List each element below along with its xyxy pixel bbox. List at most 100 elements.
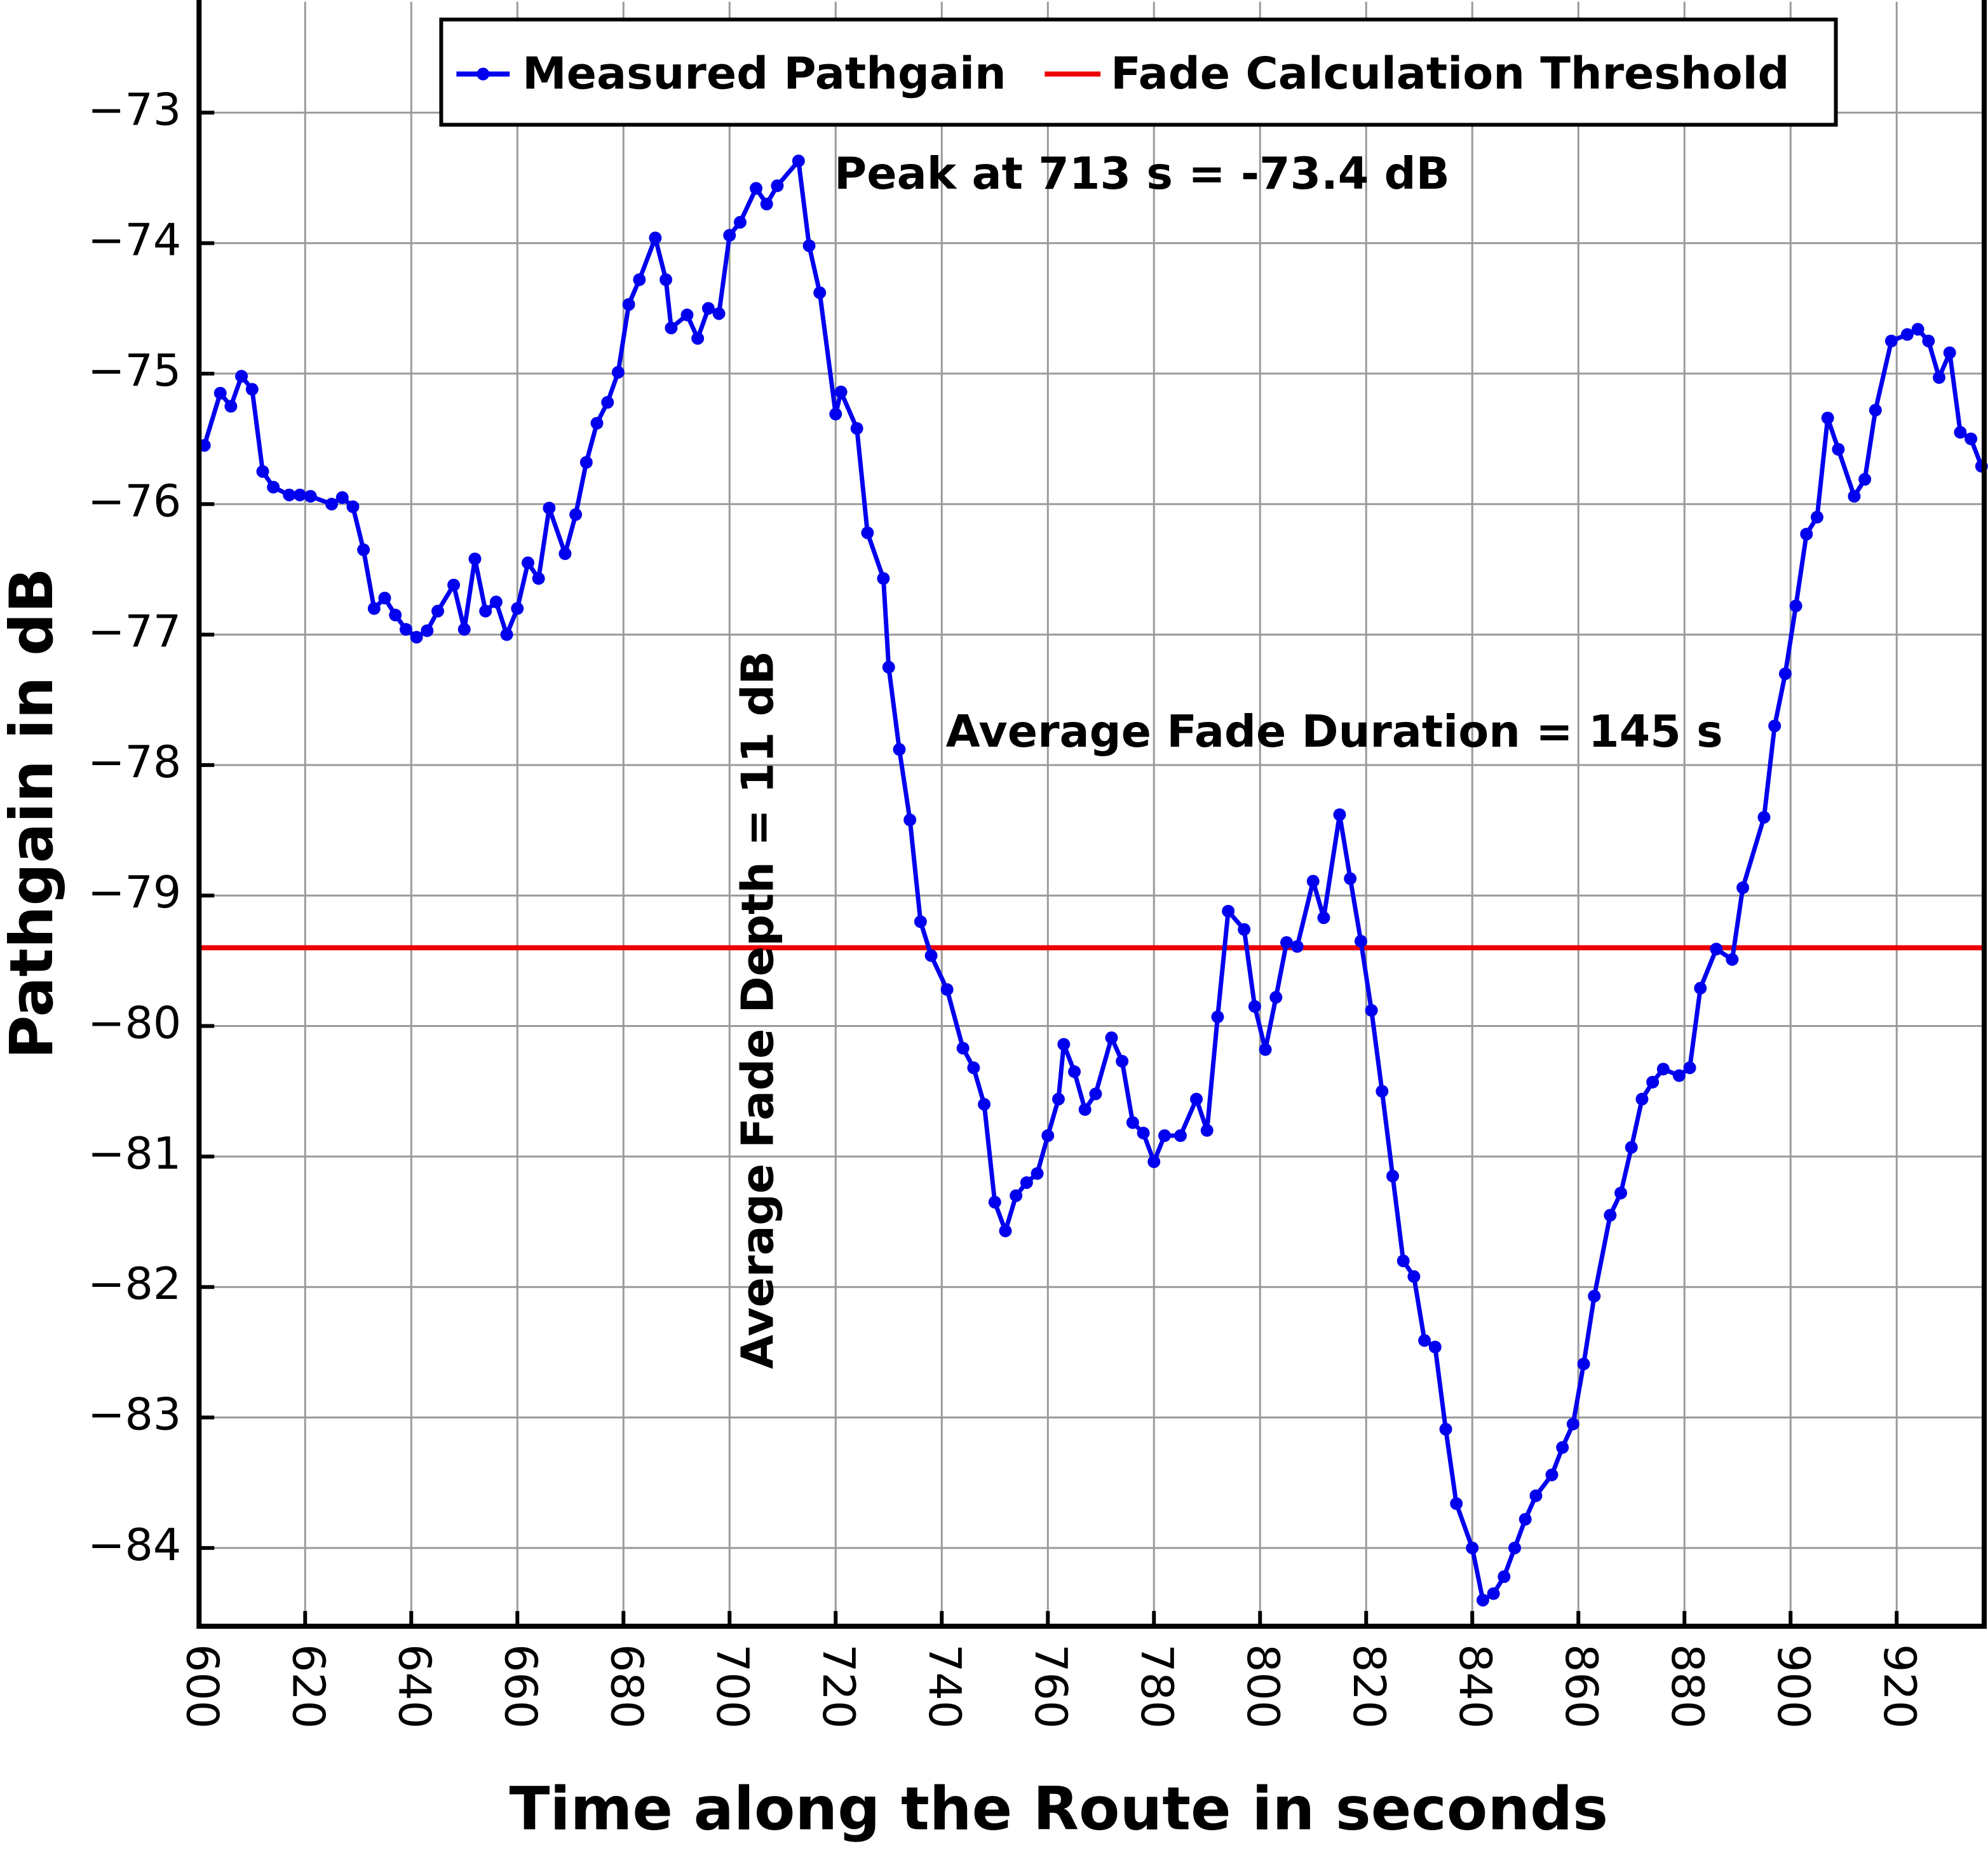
data-point [1466,1541,1479,1554]
data-point [1900,328,1914,341]
data-point [1869,404,1882,417]
data-point [1280,936,1293,949]
x-tick-label: 880 [1661,1644,1713,1729]
data-point [1736,881,1750,894]
y-tick-label: −81 [88,1128,181,1179]
x-tick-label: 740 [919,1644,970,1729]
annotation: Peak at 713 s = -73.4 dB [834,148,1450,200]
y-tick-label: −73 [88,84,181,135]
data-point [882,660,895,674]
y-tick-label: −77 [88,606,181,658]
data-point [1248,1000,1261,1013]
data-point [1943,346,1956,360]
data-point [1933,371,1946,384]
data-point [601,396,614,409]
data-point [1126,1116,1139,1129]
data-point [760,198,773,210]
data-point [1911,323,1924,336]
x-tick-label: 600 [176,1644,227,1729]
data-point [410,630,423,644]
data-point [1487,1587,1500,1600]
y-tick-label: −84 [88,1519,181,1571]
data-point [1683,1061,1696,1075]
data-point [1556,1441,1569,1454]
x-tick-label: 920 [1874,1644,1925,1729]
data-point [1498,1570,1511,1583]
data-point [1428,1340,1442,1354]
data-point [457,623,471,636]
data-point [1476,1593,1489,1607]
data-point [1222,904,1235,918]
data-point [283,488,296,501]
data-point [1078,1103,1092,1116]
data-point [1020,1176,1033,1189]
data-point [1884,334,1898,348]
x-tick-label: 840 [1449,1644,1501,1729]
data-point [734,215,747,229]
data-point [235,370,248,383]
data-point [367,602,381,615]
data-point [829,407,842,421]
data-point [978,1097,991,1111]
annotation: Average Fade Duration = 145 s [946,706,1723,758]
data-point [877,572,890,585]
data-point [1068,1065,1081,1078]
data-point [850,422,863,435]
data-point [543,501,556,515]
data-point [1418,1334,1431,1347]
data-point [1614,1186,1628,1200]
data-point [1190,1092,1203,1106]
legend-label: Measured Pathgain [522,48,1006,100]
y-tick-label: −82 [88,1258,181,1310]
data-point [558,547,572,561]
data-point [1010,1189,1023,1202]
legend-swatch [477,67,490,81]
legend-box [439,17,1838,127]
data-point [399,623,412,636]
data-point [1821,411,1834,425]
data-point [861,526,874,540]
y-tick-label: −75 [88,345,181,397]
data-point [649,231,662,245]
data-point [1566,1417,1579,1430]
data-point [224,400,238,413]
x-tick-label: 660 [494,1644,546,1729]
x-tick-label: 820 [1343,1644,1395,1729]
data-point [1211,1010,1224,1024]
data-point [1396,1254,1410,1268]
data-point [1105,1031,1118,1045]
x-tick-label: 860 [1555,1644,1607,1729]
x-tick-label: 800 [1237,1644,1288,1729]
data-point [1290,940,1304,953]
data-point [511,602,524,615]
data-point [903,813,917,827]
data-point [680,308,694,322]
data-point [357,543,370,557]
data-point [1333,808,1346,821]
data-point [1646,1075,1660,1089]
y-tick-label: −78 [88,737,181,788]
data-point [1238,923,1251,936]
x-tick-label: 900 [1768,1644,1819,1729]
data-point [1672,1069,1686,1082]
data-point [1726,953,1739,966]
data-point [378,592,391,605]
data-point [988,1195,1001,1209]
data-point [421,624,434,637]
y-tick-label: −74 [88,215,181,266]
data-point [1964,432,1978,445]
data-point [256,465,269,478]
data-point [1656,1063,1670,1076]
legend-label: Fade Calculation Threshold [1111,48,1789,100]
data-point [431,604,445,618]
data-point [940,983,954,996]
data-point [1635,1092,1649,1106]
data-point [914,915,927,928]
data-point [1306,874,1320,888]
data-point [999,1224,1012,1237]
annotation: Average Fade Depth = 11 dB [732,651,783,1369]
data-point [1954,426,1967,439]
data-point [579,456,593,469]
data-point [893,743,906,756]
